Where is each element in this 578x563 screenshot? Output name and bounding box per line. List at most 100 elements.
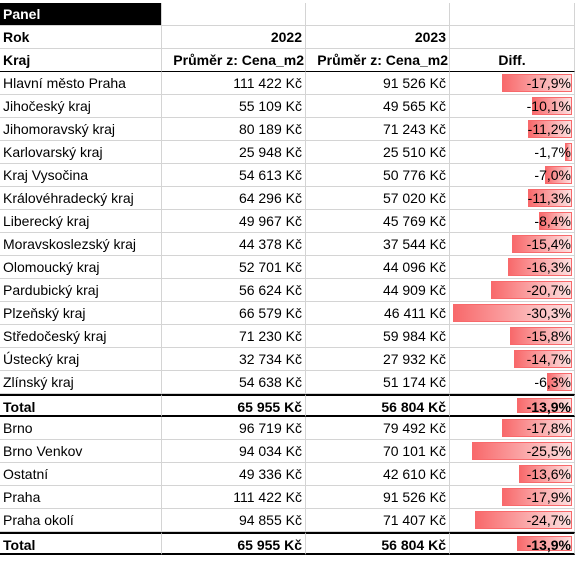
data-bar — [527, 189, 572, 207]
value-cell: 32 734 Kč — [162, 348, 306, 371]
diff-cell: -13,6% — [450, 463, 575, 486]
diff-label: -24,7% — [526, 512, 571, 528]
value-cell: 46 411 Kč — [306, 302, 450, 325]
value-cell: 54 613 Kč — [162, 164, 306, 187]
value-cell: 91 526 Kč — [306, 72, 450, 95]
diff-cell: -13,9% — [450, 532, 575, 555]
value-cell: 25 510 Kč — [306, 141, 450, 164]
rok-label: Rok — [0, 26, 162, 49]
name-cell: Karlovarský kraj — [0, 141, 162, 164]
value-cell: 56 624 Kč — [162, 279, 306, 302]
data-row: Ostatní 49 336 Kč 42 610 Kč -13,6% — [0, 463, 575, 486]
name-cell: Praha okolí — [0, 509, 162, 532]
diff-cell: -16,3% — [450, 256, 575, 279]
value-cell: 57 020 Kč — [306, 187, 450, 210]
value-cell: 70 101 Kč — [306, 440, 450, 463]
value-cell: 96 719 Kč — [162, 417, 306, 440]
data-bar — [511, 235, 572, 253]
data-row: Královéhradecký kraj 64 296 Kč 57 020 Kč -1… — [0, 187, 575, 210]
value-cell: 65 955 Kč — [162, 532, 306, 555]
value-cell: 37 544 Kč — [306, 233, 450, 256]
value-cell: 49 565 Kč — [306, 95, 450, 118]
diff-label: -13,9% — [526, 399, 571, 415]
data-row: Kraj Vysočina 54 613 Kč 50 776 Kč -7,0% — [0, 164, 575, 187]
data-bar — [471, 442, 572, 460]
data-row: Karlovarský kraj 25 948 Kč 25 510 Kč -1,7% — [0, 141, 575, 164]
table-body: Hlavní město Praha 111 422 Kč 91 526 Kč -17… — [0, 72, 575, 555]
data-row: Středočeský kraj 71 230 Kč 59 984 Kč -15,8% — [0, 325, 575, 348]
value-cell: 44 378 Kč — [162, 233, 306, 256]
diff-cell: -17,9% — [450, 72, 575, 95]
data-bar — [453, 304, 572, 322]
cell — [162, 3, 306, 26]
data-row: Praha 111 422 Kč 91 526 Kč -17,9% — [0, 486, 575, 509]
data-row: Hlavní město Praha 111 422 Kč 91 526 Kč -17… — [0, 72, 575, 95]
name-cell: Moravskoslezský kraj — [0, 233, 162, 256]
data-row: Jihočeský kraj 55 109 Kč 49 565 Kč -10,1% — [0, 95, 575, 118]
value-cell: 80 189 Kč — [162, 118, 306, 141]
value-cell: 71 243 Kč — [306, 118, 450, 141]
name-cell: Hlavní město Praha — [0, 72, 162, 95]
value-cell: 111 422 Kč — [162, 486, 306, 509]
diff-cell: -11,3% — [450, 187, 575, 210]
name-cell: Olomoucký kraj — [0, 256, 162, 279]
diff-cell: -8,4% — [450, 210, 575, 233]
diff-label: -6,3% — [534, 374, 571, 390]
value-cell: 55 109 Kč — [162, 95, 306, 118]
diff-cell: -15,8% — [450, 325, 575, 348]
diff-cell: -13,9% — [450, 394, 575, 417]
diff-label: -17,9% — [526, 489, 571, 505]
value-cell: 71 230 Kč — [162, 325, 306, 348]
data-row: Brno Venkov 94 034 Kč 70 101 Kč -25,5% — [0, 440, 575, 463]
value-cell: 64 296 Kč — [162, 187, 306, 210]
diff-cell: -14,7% — [450, 348, 575, 371]
value-cell: 56 804 Kč — [306, 532, 450, 555]
diff-cell: -11,2% — [450, 118, 575, 141]
name-cell: Jihomoravský kraj — [0, 118, 162, 141]
name-cell: Praha — [0, 486, 162, 509]
panel-row: Panel — [0, 3, 575, 26]
data-bar — [518, 465, 572, 483]
name-cell: Královéhradecký kraj — [0, 187, 162, 210]
data-bar — [517, 398, 572, 413]
data-bar — [507, 258, 572, 276]
data-bar — [514, 350, 572, 368]
data-bar — [528, 120, 572, 138]
data-bar — [532, 97, 572, 115]
data-bar — [501, 74, 572, 92]
value-cell: 79 492 Kč — [306, 417, 450, 440]
diff-label: -7,0% — [534, 167, 571, 183]
diff-cell: -17,9% — [450, 486, 575, 509]
value-cell: 111 422 Kč — [162, 72, 306, 95]
diff-label: -16,3% — [526, 259, 571, 275]
data-row: Pardubický kraj 56 624 Kč 44 909 Kč -20,7% — [0, 279, 575, 302]
diff-label: -13,9% — [526, 537, 571, 553]
data-row: Plzeňský kraj 66 579 Kč 46 411 Kč -30,3% — [0, 302, 575, 325]
value-cell: 50 776 Kč — [306, 164, 450, 187]
data-bar — [502, 419, 572, 437]
value-cell: 44 909 Kč — [306, 279, 450, 302]
name-cell: Ostatní — [0, 463, 162, 486]
diff-label: -11,3% — [527, 190, 571, 206]
data-row: Zlínský kraj 54 638 Kč 51 174 Kč -6,3% — [0, 371, 575, 394]
diff-cell: -20,7% — [450, 279, 575, 302]
diff-label: -13,6% — [526, 466, 571, 482]
name-cell: Plzeňský kraj — [0, 302, 162, 325]
value-cell: 59 984 Kč — [306, 325, 450, 348]
value-cell: 52 701 Kč — [162, 256, 306, 279]
value-cell: 27 932 Kč — [306, 348, 450, 371]
data-bar — [517, 536, 572, 551]
value-cell: 49 336 Kč — [162, 463, 306, 486]
diff-label: -15,8% — [526, 328, 571, 344]
value-cell: 54 638 Kč — [162, 371, 306, 394]
data-bar — [544, 166, 572, 184]
data-row: Olomoucký kraj 52 701 Kč 44 096 Kč -16,3% — [0, 256, 575, 279]
diff-cell: -1,7% — [450, 141, 575, 164]
value-cell: 66 579 Kč — [162, 302, 306, 325]
diff-label: -17,8% — [526, 420, 571, 436]
diff-label: -14,7% — [526, 351, 571, 367]
data-bar — [490, 281, 572, 299]
total-row: Total 65 955 Kč 56 804 Kč -13,9% — [0, 532, 575, 555]
diff-cell: -7,0% — [450, 164, 575, 187]
name-cell: Ústecký kraj — [0, 348, 162, 371]
